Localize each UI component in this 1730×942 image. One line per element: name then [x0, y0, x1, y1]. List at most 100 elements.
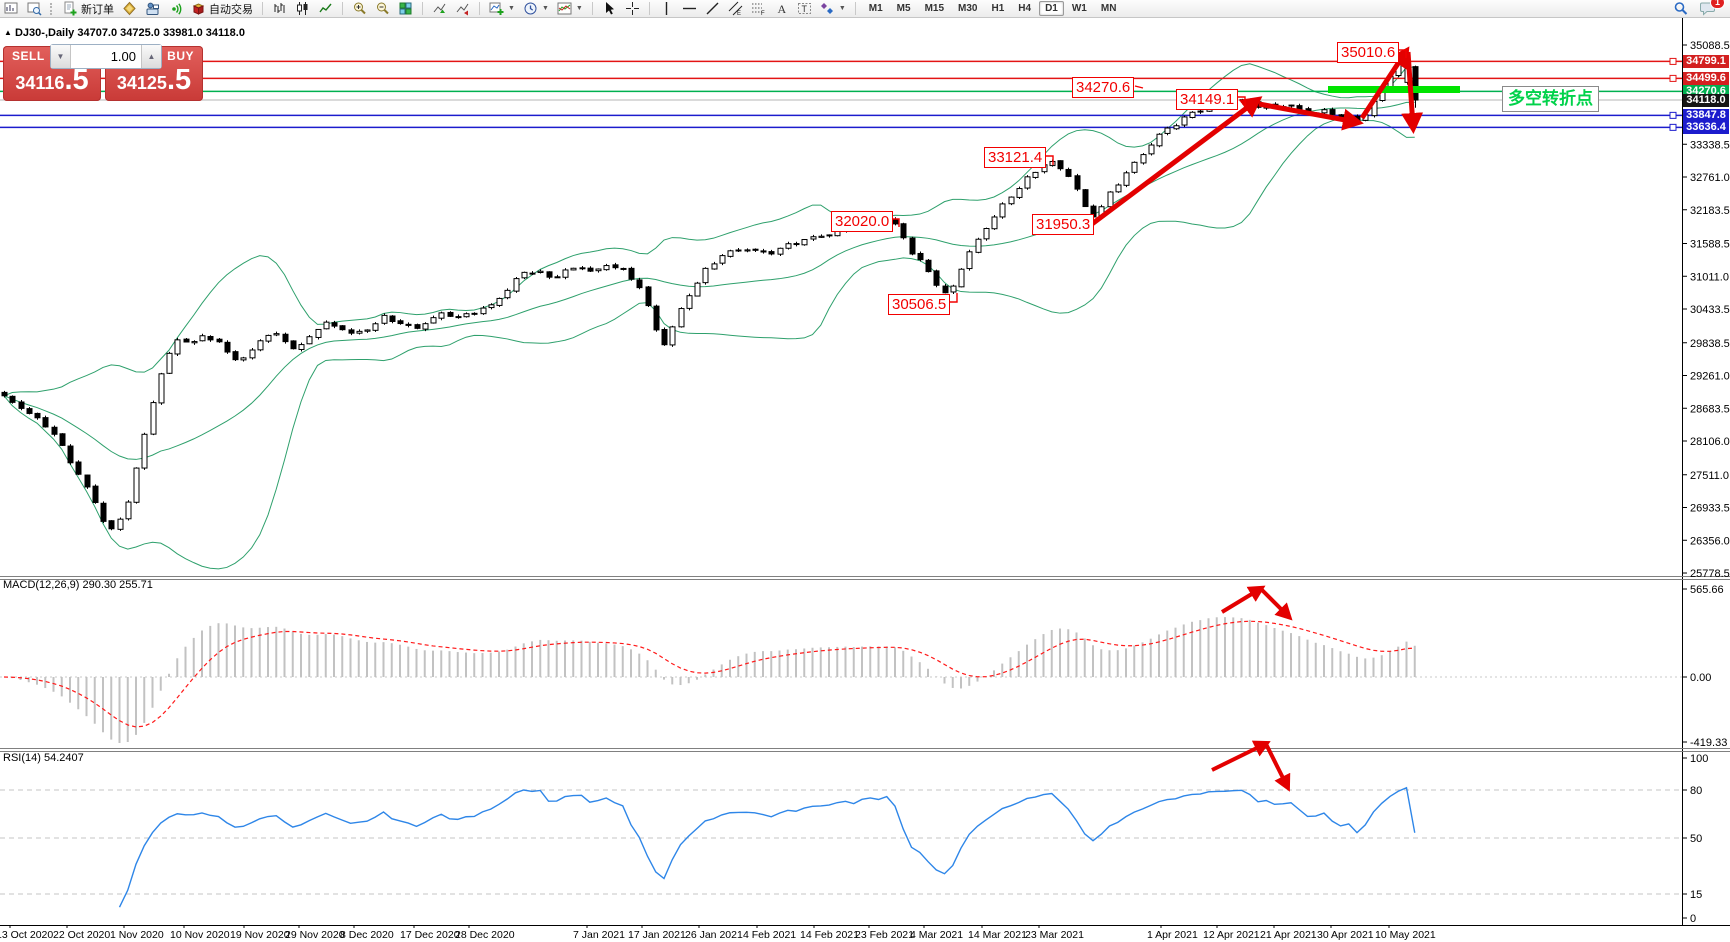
axis-label: 10 Nov 2020 [170, 929, 230, 941]
price-annotation[interactable]: 31950.3 [1032, 214, 1095, 235]
rsi-label: RSI(14) 54.2407 [3, 752, 84, 764]
axis-label: 28683.5 [1690, 403, 1730, 415]
price-annotation[interactable]: 32020.0 [831, 211, 894, 232]
arrows-tool-button[interactable]: ▼ [818, 1, 848, 17]
macd-trend-arrow[interactable] [1259, 587, 1293, 621]
horizontal-line-tool-button[interactable] [680, 1, 699, 17]
new-order-icon [64, 1, 77, 16]
timeframe-d1[interactable]: D1 [1039, 1, 1064, 16]
axis-label: -419.33 [1690, 737, 1727, 749]
trend-arrows[interactable] [1090, 46, 1424, 226]
rsi-trend-arrow[interactable] [1211, 740, 1271, 772]
line-chart-icon [319, 3, 332, 13]
rsi-trend-arrow[interactable] [1264, 743, 1291, 792]
auto-scroll-button[interactable] [430, 1, 449, 17]
line-handle[interactable] [1669, 123, 1677, 131]
toolbar-right-group: 1 [1671, 0, 1728, 17]
add-indicator-button[interactable]: ▼ [487, 1, 517, 17]
zoom-in-button[interactable] [350, 1, 369, 17]
profile-preview-button[interactable] [25, 1, 44, 17]
channel-tool-button[interactable]: E [726, 1, 745, 17]
toolbar-separator [648, 2, 650, 15]
vertical-line-tool-button[interactable] [657, 1, 676, 17]
line-chart-mode-button[interactable] [316, 1, 335, 17]
timeframe-h1[interactable]: H1 [991, 3, 1005, 14]
auto-scroll-icon [433, 3, 446, 13]
price-annotation[interactable]: 30506.5 [888, 294, 951, 315]
signals-button[interactable] [166, 1, 185, 17]
toolbar-separator [342, 2, 343, 15]
volume-value: 1.00 [110, 49, 136, 64]
sell-price: 34116.5 [15, 64, 89, 96]
axis-label: 17 Jan 2021 [628, 929, 686, 941]
notifications-button[interactable]: 1 [1698, 0, 1725, 17]
price-annotation[interactable]: 35010.6 [1337, 42, 1400, 63]
equidistant-channel-icon: E [728, 1, 743, 16]
axis-label: 1 Nov 2020 [110, 929, 164, 941]
toolbar-separator [422, 2, 423, 15]
volume-increase-button[interactable]: ▲ [141, 45, 161, 68]
timeframe-w1[interactable]: W1 [1071, 3, 1087, 14]
text-tool-button[interactable]: A [772, 1, 791, 17]
trendline-tool-button[interactable] [703, 1, 722, 17]
search-button[interactable] [1671, 1, 1690, 17]
crosshair-icon [625, 2, 639, 15]
autotrading-button[interactable]: 自动交易 [189, 1, 255, 17]
axis-label: 1 Apr 2021 [1147, 929, 1198, 941]
annotation-connector [950, 293, 958, 303]
axis-label: 29 Nov 2020 [285, 929, 345, 941]
volume-stepper[interactable]: ▼ 1.00 ▲ [50, 44, 162, 69]
horizontal-line-icon [682, 7, 696, 10]
candle-chart-icon [297, 2, 308, 15]
price-annotation[interactable]: 33121.4 [984, 147, 1047, 168]
crosshair-tool-button[interactable] [623, 1, 642, 17]
macd-trend-arrow[interactable] [1220, 585, 1266, 614]
toolbar-separator [591, 2, 593, 15]
timeframe-mn[interactable]: MN [1100, 3, 1117, 14]
annotation-connector [893, 218, 900, 227]
fibonacci-tool-button[interactable]: F [749, 1, 768, 17]
buy-button[interactable]: BUY 34125.5 [105, 46, 203, 101]
axis-label: 29838.5 [1690, 338, 1730, 350]
virtual-hosting-button[interactable] [143, 1, 162, 17]
timeframe-m5[interactable]: M5 [896, 3, 911, 14]
vertical-line-icon [665, 2, 668, 15]
timeframe-m30[interactable]: M30 [958, 3, 978, 14]
chart-shift-button[interactable] [453, 1, 472, 17]
templates-button[interactable]: ▼ [555, 1, 585, 17]
line-handle[interactable] [1669, 111, 1677, 119]
line-handle[interactable] [1669, 57, 1677, 65]
buy-price: 34125.5 [116, 64, 192, 96]
new-chart-button[interactable] [2, 1, 21, 17]
tile-windows-button[interactable] [396, 1, 415, 17]
price-axis-tag: 33847.8 [1683, 108, 1729, 122]
timeframe-m15[interactable]: M15 [924, 3, 945, 14]
new-order-label: 新订单 [81, 3, 114, 16]
turning-point-highlight-bar[interactable] [1328, 86, 1460, 93]
metaeditor-button[interactable] [120, 1, 139, 17]
toolbar-separator [479, 2, 480, 15]
cursor-tool-button[interactable] [600, 1, 619, 17]
chart-title: ▲ DJ30-,Daily 34707.0 34725.0 33981.0 34… [4, 27, 245, 39]
axis-label: 15 [1690, 889, 1702, 901]
timeframe-m1[interactable]: M1 [868, 3, 883, 14]
candle-chart-mode-button[interactable] [293, 1, 312, 17]
axis-label: 14 Mar 2021 [968, 929, 1027, 941]
periods-button[interactable]: ▼ [521, 1, 551, 17]
volume-decrease-button[interactable]: ▼ [51, 45, 71, 68]
axis-label: 4 Mar 2021 [910, 929, 963, 941]
line-handle[interactable] [1669, 74, 1677, 82]
zoom-out-button[interactable] [373, 1, 392, 17]
price-annotation[interactable]: 34270.6 [1072, 77, 1135, 98]
new-order-button[interactable]: 新订单 [61, 1, 116, 17]
price-annotation[interactable]: 34149.1 [1176, 89, 1239, 110]
axis-label: 29261.0 [1690, 371, 1730, 383]
label-tool-button[interactable]: T [795, 1, 814, 17]
autotrading-icon [192, 3, 205, 15]
bar-chart-mode-button[interactable] [270, 1, 289, 17]
timeframe-h4[interactable]: H4 [1018, 3, 1032, 14]
axis-label: 0.00 [1690, 672, 1711, 684]
toolbar-separator [854, 2, 856, 15]
turning-point-note[interactable]: 多空转折点 [1502, 86, 1599, 112]
